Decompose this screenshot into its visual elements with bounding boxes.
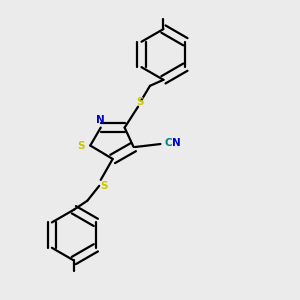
Text: S: S <box>136 97 143 107</box>
Text: S: S <box>78 140 85 151</box>
Text: N: N <box>96 115 105 125</box>
Text: N: N <box>172 138 181 148</box>
Text: C: C <box>164 138 172 148</box>
Text: S: S <box>100 181 107 191</box>
